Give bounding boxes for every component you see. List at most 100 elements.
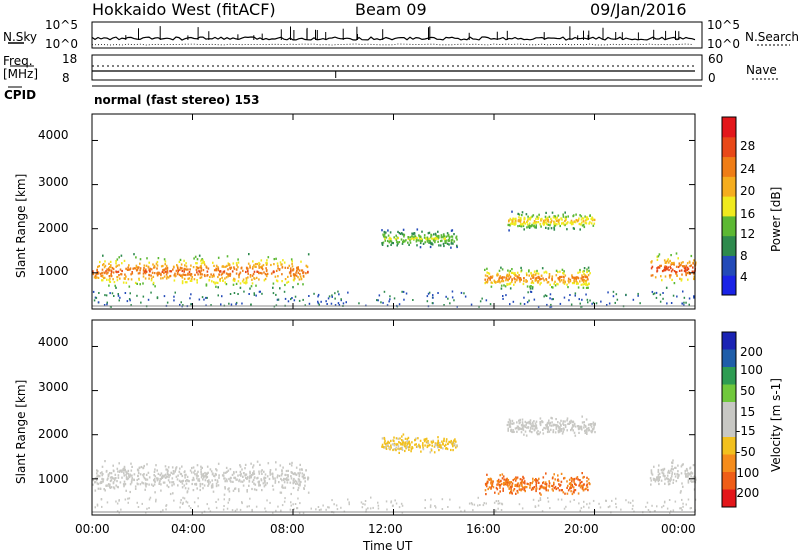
scatter-cell	[587, 217, 589, 221]
scatter-cell	[281, 472, 284, 475]
scatter-cell	[670, 510, 672, 513]
scatter-cell	[120, 254, 123, 257]
scatter-cell	[112, 267, 115, 271]
scatter-cell	[681, 509, 683, 511]
scatter-cell	[664, 474, 666, 478]
scatter-cell	[124, 483, 127, 486]
scatter-cell	[538, 477, 540, 480]
scatter-cell	[533, 486, 536, 489]
scatter-cell	[179, 480, 182, 483]
scatter-cell	[139, 262, 141, 265]
scatter-cell	[563, 296, 566, 299]
scatter-cell	[565, 505, 567, 508]
scatter-cell	[284, 497, 286, 500]
scatter-cell	[415, 238, 418, 241]
scatter-cell	[235, 282, 238, 285]
scatter-cell	[542, 277, 544, 280]
scatter-cell	[553, 423, 555, 426]
scatter-cell	[583, 267, 586, 270]
scatter-cell	[302, 475, 305, 478]
scatter-cell	[297, 486, 300, 489]
scatter-cell	[164, 465, 167, 468]
scatter-cell	[527, 225, 530, 228]
scatter-cell	[582, 283, 584, 286]
scatter-cell	[432, 296, 434, 299]
scatter-cell	[586, 270, 588, 273]
scatter-cell	[179, 506, 181, 509]
scatter-cell	[249, 275, 252, 278]
scatter-cell	[409, 239, 411, 242]
scatter-cell	[485, 502, 487, 505]
scatter-cell	[172, 470, 175, 473]
scatter-cell	[121, 262, 123, 265]
scatter-cell	[250, 462, 252, 465]
scatter-cell	[200, 276, 203, 279]
scatter-cell	[632, 499, 634, 502]
scatter-cell	[557, 214, 560, 217]
scatter-cell	[651, 265, 654, 268]
scatter-cell	[533, 224, 535, 227]
scatter-cell	[547, 500, 550, 503]
scatter-cell	[181, 503, 184, 505]
power-cbar-tick-28: 28	[740, 139, 756, 153]
scatter-cell	[533, 420, 535, 423]
scatter-cell	[672, 294, 675, 297]
scatter-cell	[197, 505, 199, 508]
scatter-cell	[393, 236, 395, 239]
scatter-cell	[153, 474, 155, 477]
velocity-colorbar-step	[722, 384, 736, 403]
scatter-cell	[402, 433, 405, 436]
scatter-cell	[262, 264, 265, 267]
scatter-cell	[395, 234, 397, 237]
scatter-cell	[274, 275, 277, 278]
scatter-cell	[185, 265, 188, 268]
xlabel-time: Time UT	[363, 539, 413, 553]
scatter-cell	[571, 424, 574, 427]
scatter-cell	[107, 268, 110, 272]
power-cbar-tick-12: 12	[740, 227, 756, 241]
scatter-cell	[384, 439, 386, 442]
scatter-cell	[152, 484, 155, 487]
scatter-cell	[92, 479, 95, 482]
scatter-cell	[313, 292, 315, 295]
scatter-cell	[558, 219, 560, 222]
scatter-cell	[442, 443, 444, 446]
scatter-cell	[159, 474, 161, 477]
scatter-cell	[105, 484, 107, 487]
scatter-cell	[283, 290, 286, 293]
scatter-cell	[401, 435, 403, 438]
scatter-cell	[687, 481, 690, 484]
scatter-cell	[143, 477, 146, 480]
scatter-cell	[526, 426, 528, 429]
scatter-cell	[607, 506, 610, 509]
scatter-cell	[336, 508, 339, 511]
scatter-cell	[305, 272, 307, 275]
scatter-cell	[210, 484, 213, 487]
scatter-cell	[515, 492, 517, 495]
scatter-cell	[123, 277, 126, 280]
scatter-cell	[207, 267, 210, 270]
scatter-cell	[565, 217, 567, 221]
scatter-cell	[533, 429, 536, 432]
scatter-cell	[518, 274, 520, 277]
scatter-cell	[107, 473, 110, 476]
scatter-cell	[334, 297, 336, 300]
scatter-cell	[287, 478, 290, 481]
scatter-cell	[592, 224, 595, 227]
scatter-cell	[272, 488, 275, 491]
scatter-cell	[689, 265, 691, 268]
scatter-cell	[285, 477, 288, 480]
scatter-cell	[661, 279, 663, 282]
scatter-cell	[132, 267, 134, 270]
scatter-cell	[234, 509, 237, 512]
scatter-cell	[175, 466, 178, 469]
scatter-cell	[288, 264, 291, 267]
scatter-cell	[652, 293, 655, 296]
scatter-cell	[542, 432, 545, 435]
scatter-cell	[650, 267, 653, 270]
scatter-cell	[581, 274, 583, 277]
scatter-cell	[282, 259, 284, 262]
scatter-cell	[259, 463, 261, 466]
scatter-cell	[317, 300, 319, 303]
scatter-cell	[399, 442, 402, 445]
